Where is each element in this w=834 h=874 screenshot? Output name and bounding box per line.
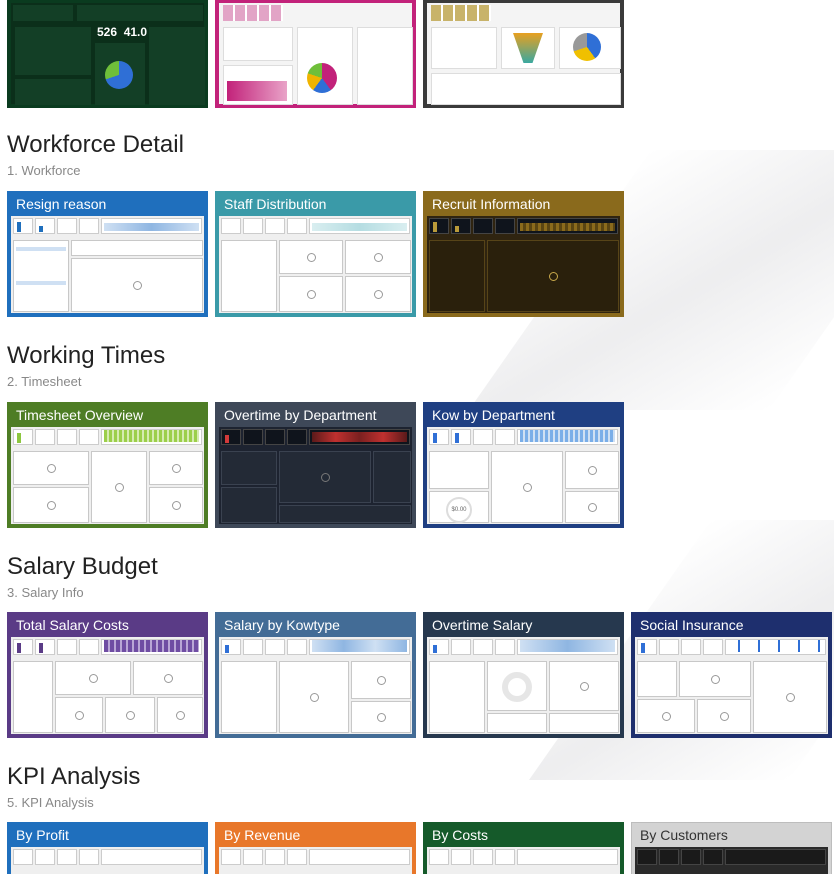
kpi-headcount: 526 41.0 (97, 25, 148, 39)
loading-spinner-icon (176, 711, 185, 720)
section-row-kpi: By Profit By Revenue By Costs By Custome… (7, 822, 832, 874)
loading-spinner-icon (374, 290, 383, 299)
tile-title: Kow by Department (432, 407, 555, 423)
pie-icon (573, 33, 601, 61)
tile-title: Staff Distribution (224, 196, 327, 212)
tile-by-costs[interactable]: By Costs (423, 822, 624, 874)
tile-by-customers[interactable]: By Customers (631, 822, 832, 874)
tile-title: Recruit Information (432, 196, 551, 212)
loading-spinner-icon (588, 503, 597, 512)
tile-timesheet-overview[interactable]: Timesheet Overview (7, 402, 208, 528)
section-row-workforce: Resign reason Staff Distribution Recruit… (7, 191, 624, 317)
donut-icon (307, 63, 337, 93)
loading-spinner-icon (377, 713, 386, 722)
loading-spinner-icon (523, 483, 532, 492)
loading-spinner-icon (47, 464, 56, 473)
loading-spinner-icon (786, 693, 795, 702)
tile-title: Resign reason (16, 196, 107, 212)
section-title-kpi-analysis: KPI Analysis (7, 763, 141, 790)
tile-by-profit[interactable]: By Profit (7, 822, 208, 874)
section-subtitle-kpi-analysis: 5. KPI Analysis (7, 795, 94, 810)
loading-spinner-icon (133, 281, 142, 290)
tile-social-insurance[interactable]: Social Insurance (631, 612, 832, 738)
section-subtitle-workforce: 1. Workforce (7, 163, 81, 178)
tile-overtime-by-department[interactable]: Overtime by Department (215, 402, 416, 528)
loading-spinner-icon (126, 711, 135, 720)
loading-spinner-icon (588, 466, 597, 475)
loading-spinner-icon (321, 473, 330, 482)
loading-spinner-icon (580, 682, 589, 691)
pie-icon (105, 61, 133, 89)
section-subtitle-salary-info: 3. Salary Info (7, 585, 84, 600)
loading-spinner-icon (47, 501, 56, 510)
cost-gauge: $0.00 (446, 497, 472, 523)
tile-salary-by-kowtype[interactable]: Salary by Kowtype (215, 612, 416, 738)
section-title-working-times: Working Times (7, 342, 166, 369)
tile-title: Total Salary Costs (16, 617, 129, 633)
loading-spinner-icon (307, 290, 316, 299)
tile-title: Overtime Salary (432, 617, 533, 633)
loading-spinner-icon (310, 693, 319, 702)
tile-recruit[interactable] (423, 0, 624, 108)
tile-title: Salary by Kowtype (224, 617, 340, 633)
loading-spinner-icon (89, 674, 98, 683)
tile-total-salary-costs[interactable]: Total Salary Costs (7, 612, 208, 738)
tile-title: By Profit (16, 827, 69, 843)
tile-title: Overtime by Department (224, 407, 377, 423)
loading-spinner-icon (75, 711, 84, 720)
donut-icon (502, 672, 532, 702)
tile-title: By Revenue (224, 827, 301, 843)
tile-overtime-salary[interactable]: Overtime Salary (423, 612, 624, 738)
section-subtitle-timesheet: 2. Timesheet (7, 374, 82, 389)
loading-spinner-icon (720, 712, 729, 721)
tile-employee[interactable] (215, 0, 416, 108)
tile-staff-distribution[interactable]: Staff Distribution (215, 191, 416, 317)
loading-spinner-icon (711, 675, 720, 684)
top-row: 526 41.0 (7, 0, 624, 108)
loading-spinner-icon (172, 501, 181, 510)
tile-title: Timesheet Overview (16, 407, 144, 423)
loading-spinner-icon (307, 253, 316, 262)
section-row-timesheet: Timesheet Overview Overtime by Departmen… (7, 402, 624, 528)
loading-spinner-icon (662, 712, 671, 721)
tile-title: By Costs (432, 827, 489, 843)
tile-title: Social Insurance (640, 617, 744, 633)
loading-spinner-icon (164, 674, 173, 683)
tile-workforce-overview[interactable]: 526 41.0 (7, 0, 208, 108)
loading-spinner-icon (377, 676, 386, 685)
tile-recruit-information[interactable]: Recruit Information (423, 191, 624, 317)
section-row-salary: Total Salary Costs Salary by Kowtype (7, 612, 832, 738)
loading-spinner-icon (374, 253, 383, 262)
section-title-salary-budget: Salary Budget (7, 553, 158, 580)
tile-kow-by-department[interactable]: Kow by Department $0.00 (423, 402, 624, 528)
loading-spinner-icon (115, 483, 124, 492)
tile-by-revenue[interactable]: By Revenue (215, 822, 416, 874)
tile-title: By Customers (640, 827, 728, 843)
loading-spinner-icon (549, 272, 558, 281)
tile-resign-reason[interactable]: Resign reason (7, 191, 208, 317)
section-title-workforce-detail: Workforce Detail (7, 131, 184, 158)
loading-spinner-icon (172, 464, 181, 473)
